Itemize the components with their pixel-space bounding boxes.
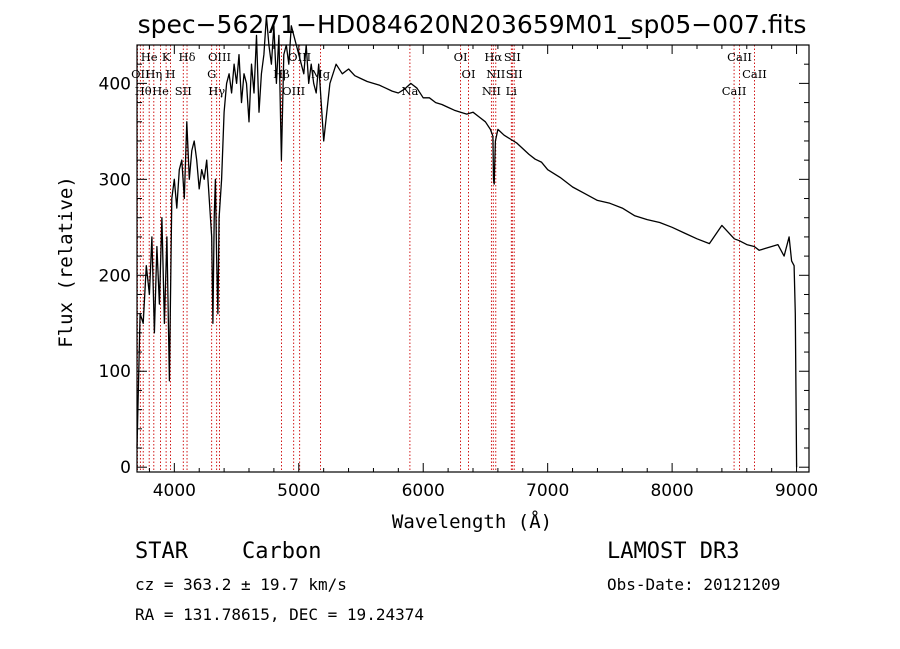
line-marker-label: CaII xyxy=(722,84,747,98)
line-marker-label: OII xyxy=(131,67,150,81)
line-marker-label: OI xyxy=(454,50,468,64)
line-marker-label: CaII xyxy=(727,50,752,64)
line-marker-label: Li xyxy=(506,84,518,98)
x-tick-label: 5000 xyxy=(277,481,320,501)
y-tick-label: 0 xyxy=(120,458,131,478)
y-tick-label: 300 xyxy=(99,170,131,190)
line-marker-label: OI xyxy=(462,67,476,81)
x-tick-label: 8000 xyxy=(650,481,693,501)
spectrum-series-line xyxy=(136,15,798,468)
y-axis-label: Flux (relative) xyxy=(55,176,77,348)
line-marker-label: Mg xyxy=(311,67,331,81)
x-tick-label: 7000 xyxy=(526,481,569,501)
line-marker-label: K xyxy=(162,50,171,64)
line-marker-label: SII xyxy=(175,84,192,98)
x-tick-label: 6000 xyxy=(402,481,445,501)
x-axis-label: Wavelength (Å) xyxy=(392,510,552,533)
line-marker-label: Hη xyxy=(145,67,162,81)
object-class: STAR xyxy=(135,539,189,564)
survey-name: LAMOST DR3 xyxy=(607,539,739,564)
line-marker-label: NII xyxy=(482,84,501,98)
plot-frame xyxy=(136,44,810,473)
line-marker-label: CaII xyxy=(742,67,767,81)
line-marker-label: SII xyxy=(504,50,521,64)
line-marker-label: Hγ xyxy=(208,84,225,98)
redshift-cz: cz = 363.2 ± 19.7 km/s xyxy=(135,575,347,594)
line-marker-label: He xyxy=(152,84,169,98)
line-marker-label: Na xyxy=(401,84,418,98)
line-marker-label: He xyxy=(141,50,158,64)
chart-title: spec−56271−HD084620N203659M01_sp05−007.f… xyxy=(138,10,807,39)
line-marker-label: NII xyxy=(486,67,505,81)
y-tick-label: 400 xyxy=(99,74,131,94)
x-axis-ticks: 4000 5000 6000 7000 8000 9000 xyxy=(148,45,818,501)
y-tick-label: 200 xyxy=(99,266,131,286)
y-tick-label: 100 xyxy=(99,362,131,382)
line-marker-label: OIII xyxy=(288,50,311,64)
line-marker-label: Hβ xyxy=(273,67,290,81)
line-marker-label: Hθ xyxy=(135,84,152,98)
line-marker-label: OIII xyxy=(282,84,305,98)
line-marker-label: G xyxy=(207,67,216,81)
y-axis-ticks: 0 100 200 300 400 xyxy=(99,63,809,478)
line-marker-label: Hα xyxy=(484,50,502,64)
object-subclass: Carbon xyxy=(242,539,321,564)
line-marker-label: H xyxy=(165,67,175,81)
line-marker-labels: OIIHθHeHηHeKHSIIHδGHγOIIIHβOIIIOIIIMgNaO… xyxy=(131,50,767,98)
line-marker-label: OIII xyxy=(208,50,231,64)
x-tick-label: 4000 xyxy=(153,481,196,501)
line-marker-label: SII xyxy=(506,67,523,81)
line-markers xyxy=(137,45,755,472)
line-marker-label: Hδ xyxy=(179,50,196,64)
ra-dec-coordinates: RA = 131.78615, DEC = 19.24374 xyxy=(135,605,424,624)
observation-date: Obs-Date: 20121209 xyxy=(607,575,780,594)
x-tick-label: 9000 xyxy=(775,481,818,501)
